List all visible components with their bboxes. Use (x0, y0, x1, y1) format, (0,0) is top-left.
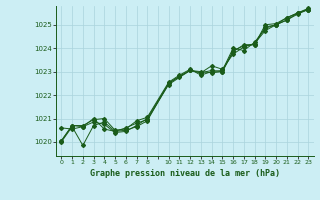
X-axis label: Graphe pression niveau de la mer (hPa): Graphe pression niveau de la mer (hPa) (90, 169, 280, 178)
